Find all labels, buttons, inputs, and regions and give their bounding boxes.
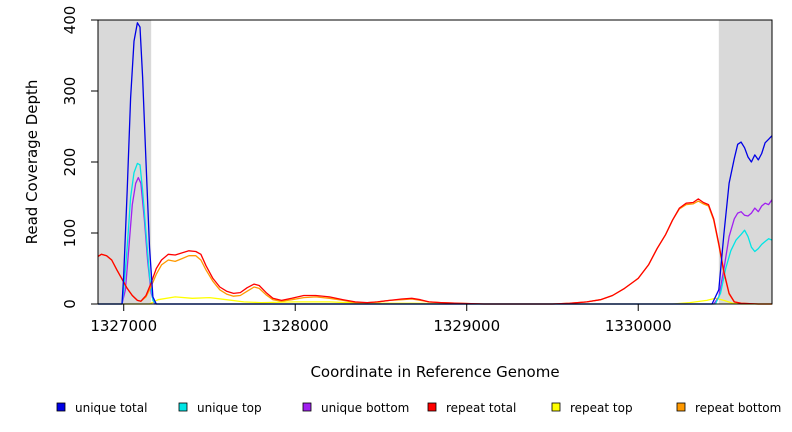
legend-swatch-repeat-bottom: [676, 402, 686, 412]
legend-swatch-repeat-top: [551, 402, 561, 412]
series-line-unique-bottom: [98, 176, 773, 305]
legend-label-repeat-total: repeat total: [446, 401, 516, 415]
series-lines: [97, 22, 773, 305]
legend-label-unique-top: unique top: [197, 401, 262, 415]
x-tick-label-2: 1329000: [433, 317, 500, 335]
legend-label-unique-total: unique total: [75, 401, 147, 415]
series-line-unique-total: [98, 22, 773, 305]
legend: unique total unique top unique bottom repea…: [56, 401, 781, 415]
x-axis-title: Coordinate in Reference Genome: [310, 363, 559, 381]
y-tick-label-2: 200: [61, 148, 79, 177]
y-tick-label-3: 300: [61, 77, 79, 106]
legend-swatch-unique-top: [178, 402, 188, 412]
y-tick-label-1: 100: [61, 219, 79, 248]
shaded-regions: [98, 20, 772, 304]
y-axis: 0 100 200 300 400: [61, 6, 98, 309]
legend-label-unique-bottom: unique bottom: [321, 401, 409, 415]
legend-label-repeat-bottom: repeat bottom: [695, 401, 781, 415]
x-axis: 1327000 1328000 1329000 1330000: [90, 304, 672, 335]
y-axis-title: Read Coverage Depth: [23, 80, 41, 245]
series-line-repeat-total: [97, 198, 772, 305]
legend-swatch-unique-bottom: [302, 402, 312, 412]
x-tick-label-1: 1328000: [262, 317, 329, 335]
series-line-repeat-bottom: [97, 200, 772, 305]
series-line-repeat-top: [98, 296, 772, 305]
y-tick-label-0: 0: [61, 299, 79, 309]
plot-frame: [97, 19, 773, 305]
x-tick-label-0: 1327000: [90, 317, 157, 335]
legend-swatch-unique-total: [56, 402, 66, 412]
legend-swatch-repeat-total: [427, 402, 437, 412]
legend-label-repeat-top: repeat top: [570, 401, 633, 415]
y-tick-label-4: 400: [61, 6, 79, 35]
shaded-region-1: [718, 20, 772, 304]
series-line-unique-top: [98, 162, 773, 305]
x-tick-label-3: 1330000: [605, 317, 672, 335]
